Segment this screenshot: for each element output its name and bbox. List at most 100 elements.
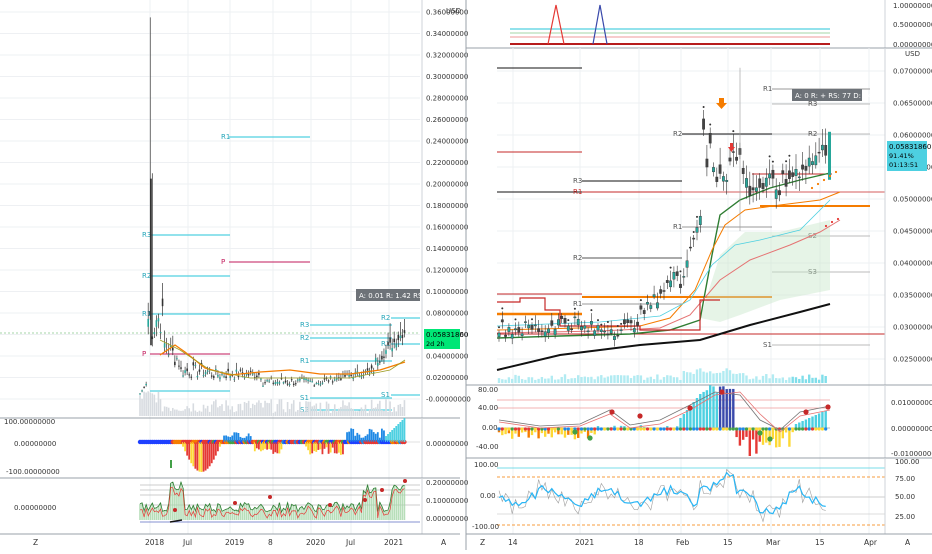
candle-body (795, 169, 797, 175)
candle-body (712, 167, 714, 171)
left-rsi (139, 479, 420, 522)
left-x-tick: Jul (182, 538, 192, 547)
osc-dot (521, 427, 524, 430)
volume-bar (821, 375, 823, 383)
candle-body (260, 379, 262, 380)
candle-body (328, 380, 330, 381)
volume-bar (268, 403, 270, 416)
volume-bar (170, 411, 172, 416)
volume-bar (683, 371, 685, 383)
projection-dot (829, 175, 831, 177)
pivot-label: R1 (573, 300, 582, 308)
volume-bar (307, 402, 309, 416)
signal-spike (548, 5, 564, 44)
candle-body (732, 152, 734, 153)
osc-dot (636, 427, 639, 430)
candle-body (195, 365, 197, 366)
osc-signal-dot (757, 430, 762, 435)
osc-dot (583, 427, 586, 430)
osc-bar (815, 415, 817, 428)
left-price-tick: 0.28000000 (426, 95, 468, 103)
rsi-area-bar (244, 503, 246, 520)
signal-spike (593, 5, 607, 44)
candle-body (174, 362, 176, 365)
candle-body (154, 332, 156, 334)
volume-bar (361, 407, 363, 416)
osc-dot (504, 427, 507, 430)
candle-body (402, 335, 404, 338)
candle-body (145, 384, 147, 385)
candle-body (590, 321, 592, 324)
candle-body (375, 358, 377, 361)
candle-body (792, 173, 794, 177)
candle-body (696, 228, 698, 233)
volume-bar (640, 375, 642, 383)
candle-body (567, 326, 569, 331)
left-auto-button[interactable]: A (441, 538, 447, 547)
volume-bar (567, 379, 569, 383)
candle-body (597, 325, 599, 330)
volume-bar (279, 399, 281, 416)
candle-body (188, 374, 190, 375)
volume-bar (745, 375, 747, 383)
candle-body (223, 376, 225, 377)
candle-body (521, 334, 523, 336)
candle-body (564, 318, 566, 323)
volume-bar (699, 368, 701, 383)
candle-body (511, 334, 513, 338)
left-zoom-button[interactable]: Z (33, 538, 38, 547)
volume-bar (663, 377, 665, 383)
osc-bar (696, 398, 698, 428)
volume-bar (752, 379, 754, 383)
left-price-tick: 0.26000000 (426, 116, 468, 124)
volume-bar (584, 377, 586, 383)
osc-dot (593, 427, 596, 430)
right-zoom-button[interactable]: Z (480, 538, 485, 547)
osc-dot (735, 427, 738, 430)
osc-bar (215, 442, 217, 456)
right-x-tick: 15 (723, 538, 733, 547)
candle-body (320, 384, 322, 385)
osc-dot (557, 427, 560, 430)
volume-bar (383, 411, 385, 416)
volume-bar (332, 410, 334, 416)
candle-body (785, 179, 787, 186)
osc-dot (801, 427, 804, 430)
osc-dot (580, 427, 583, 430)
volume-bar (379, 401, 381, 416)
volume-bar (193, 403, 195, 416)
rsi-area-bar (350, 504, 352, 520)
osc-dot (702, 427, 705, 430)
pivot-label: P (221, 258, 225, 266)
right-rsi-right-axis: 50.00 (895, 493, 915, 501)
osc-bar (197, 442, 199, 471)
volume-bar (603, 378, 605, 383)
volume-bar (162, 411, 164, 416)
candle-body (236, 370, 238, 372)
candle-body (147, 319, 149, 327)
volume-bar (203, 405, 205, 416)
volume-bar (795, 377, 797, 383)
right-rsi-axis: 0.00 (480, 492, 496, 500)
left-price-tick: 0.16000000 (426, 224, 468, 232)
right-auto-button[interactable]: A (905, 538, 911, 547)
volume-bar (785, 380, 787, 383)
osc-bar (201, 442, 203, 472)
candle-body (176, 358, 178, 359)
osc-bar (395, 426, 397, 442)
rsi-area-bar (236, 510, 238, 520)
candle-body (160, 332, 162, 333)
osc-dot (761, 427, 764, 430)
volume-bar (334, 404, 336, 416)
volume-bar (277, 404, 279, 416)
left-price-tick: 0.24000000 (426, 138, 468, 146)
volume-bar (646, 378, 648, 383)
candle-body (716, 177, 718, 182)
volume-bar (719, 373, 721, 383)
volume-bar (305, 401, 307, 416)
candle-body (825, 145, 827, 155)
candle-body (587, 331, 589, 332)
volume-bar (141, 399, 143, 416)
osc-dot (623, 427, 626, 430)
